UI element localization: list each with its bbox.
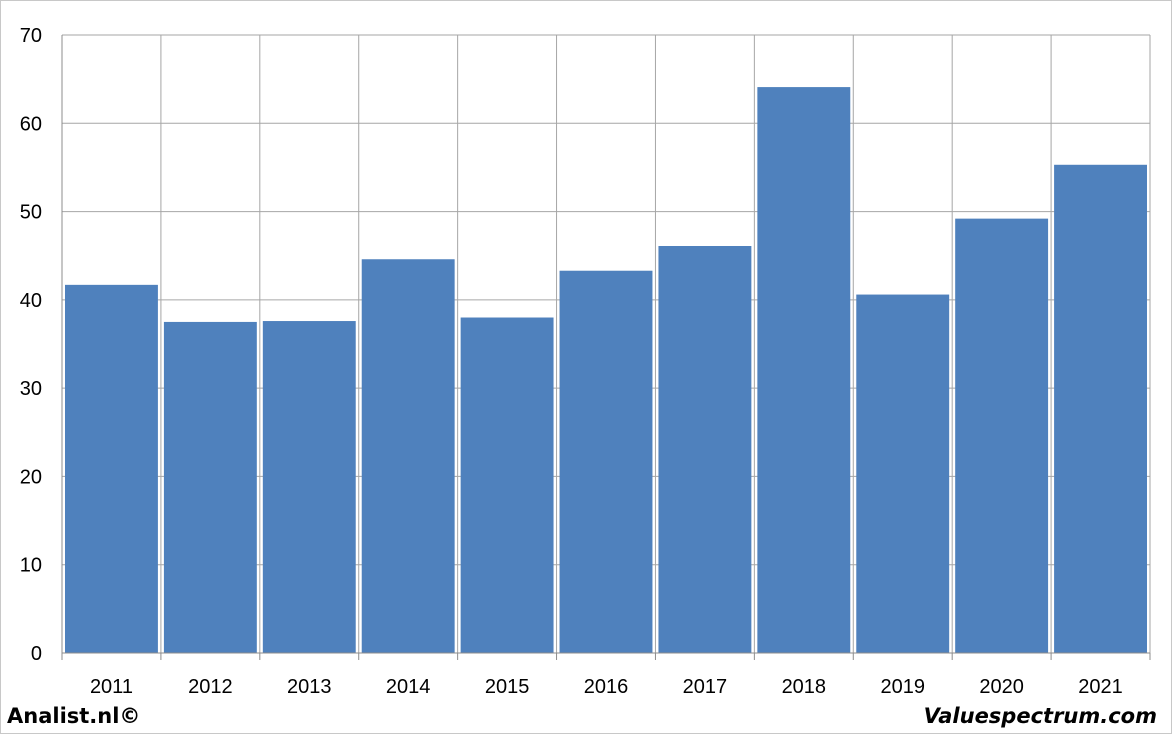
y-tick-label: 30 xyxy=(20,378,42,400)
bar-2016 xyxy=(559,270,653,653)
x-tick-label: 2012 xyxy=(188,676,233,698)
source-credit-right: Valuespectrum.com xyxy=(923,704,1157,728)
bar-chart: 0 10 20 30 40 50 60 70 2011 2012 2013 2014 2015 2016 2… xyxy=(20,25,1151,698)
source-credit-left: Analist.nl© xyxy=(7,704,141,728)
y-tick-label: 50 xyxy=(20,202,42,224)
bar-2018 xyxy=(757,87,851,654)
bar-2013 xyxy=(262,321,356,653)
bar-2020 xyxy=(955,218,1049,654)
bar-2021 xyxy=(1054,164,1147,653)
y-tick-label: 10 xyxy=(20,555,42,577)
x-tick-label: 2013 xyxy=(287,676,332,698)
x-tick-label: 2011 xyxy=(90,676,133,698)
x-tick-label: 2017 xyxy=(683,676,728,698)
y-tick-label: 0 xyxy=(31,643,42,665)
x-tick-label: 2019 xyxy=(880,676,925,698)
y-tick-label: 70 xyxy=(20,25,42,47)
bar-2011 xyxy=(65,284,158,653)
bar-2015 xyxy=(460,317,554,653)
x-tick-label: 2018 xyxy=(782,676,827,698)
x-tick-label: 2021 xyxy=(1078,676,1123,698)
y-tick-label: 40 xyxy=(20,290,42,312)
bar-2019 xyxy=(856,294,950,653)
bar-2012 xyxy=(163,321,257,653)
y-tick-label: 20 xyxy=(20,466,42,488)
bar-2014 xyxy=(361,259,455,653)
x-tick-label: 2020 xyxy=(979,676,1024,698)
x-tick-label: 2015 xyxy=(485,676,530,698)
x-tick-label: 2014 xyxy=(386,676,431,698)
bar-2017 xyxy=(658,246,752,653)
y-tick-label: 60 xyxy=(20,113,42,135)
x-tick-label: 2016 xyxy=(584,676,629,698)
